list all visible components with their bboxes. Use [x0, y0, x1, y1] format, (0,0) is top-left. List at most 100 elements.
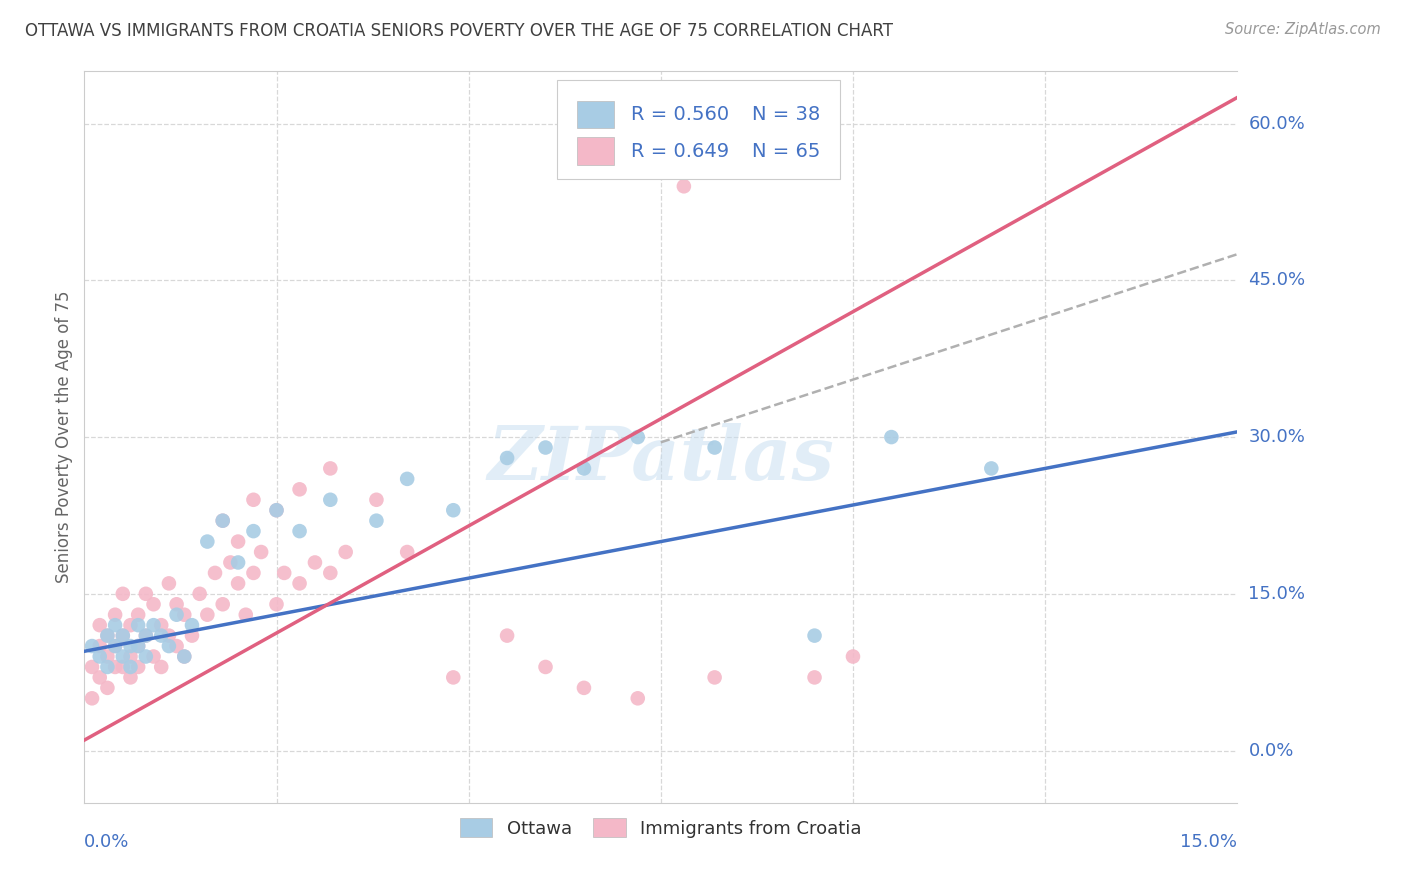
Point [242, 566, 264, 580]
Point [104, 639, 127, 653]
Text: 15.0%: 15.0% [1180, 833, 1237, 851]
Point [157, 639, 180, 653]
Text: Source: ZipAtlas.com: Source: ZipAtlas.com [1225, 22, 1381, 37]
Text: 60.0%: 60.0% [1249, 114, 1305, 133]
Point [572, 681, 595, 695]
Text: OTTAWA VS IMMIGRANTS FROM CROATIA SENIORS POVERTY OVER THE AGE OF 75 CORRELATION: OTTAWA VS IMMIGRANTS FROM CROATIA SENIOR… [25, 22, 893, 40]
Point [627, 691, 650, 706]
Point [80, 660, 103, 674]
Point [181, 629, 204, 643]
Point [266, 597, 288, 611]
Point [304, 556, 326, 570]
Point [235, 607, 257, 622]
Point [366, 492, 388, 507]
Text: 30.0%: 30.0% [1249, 428, 1305, 446]
Point [135, 649, 157, 664]
Point [211, 597, 233, 611]
Point [111, 629, 134, 643]
Point [120, 670, 142, 684]
Text: 0.0%: 0.0% [84, 833, 129, 851]
Point [173, 649, 195, 664]
Point [627, 430, 650, 444]
Point [142, 649, 165, 664]
FancyBboxPatch shape [576, 137, 613, 165]
Point [135, 587, 157, 601]
Text: R = 0.560: R = 0.560 [631, 105, 728, 124]
Point [288, 576, 311, 591]
Point [89, 639, 111, 653]
Point [266, 503, 288, 517]
Text: 15.0%: 15.0% [1249, 585, 1305, 603]
Point [242, 524, 264, 538]
Y-axis label: Seniors Poverty Over the Age of 75: Seniors Poverty Over the Age of 75 [55, 291, 73, 583]
Point [142, 618, 165, 632]
Point [496, 450, 519, 465]
Point [572, 461, 595, 475]
Point [150, 618, 173, 632]
Point [104, 618, 127, 632]
Point [173, 607, 195, 622]
Point [396, 472, 419, 486]
Point [111, 660, 134, 674]
Point [703, 441, 725, 455]
Point [842, 649, 865, 664]
Point [266, 503, 288, 517]
Point [273, 566, 295, 580]
Point [135, 629, 157, 643]
Point [181, 618, 204, 632]
Point [803, 629, 825, 643]
Point [120, 649, 142, 664]
Point [335, 545, 357, 559]
Point [534, 441, 557, 455]
Point [880, 430, 903, 444]
Text: N = 65: N = 65 [752, 142, 820, 161]
Point [288, 524, 311, 538]
Text: 0.0%: 0.0% [1249, 741, 1294, 760]
Point [135, 629, 157, 643]
Point [226, 534, 249, 549]
Point [120, 618, 142, 632]
Point [396, 545, 419, 559]
Point [120, 639, 142, 653]
Text: N = 38: N = 38 [752, 105, 820, 124]
Point [104, 660, 127, 674]
Point [204, 566, 226, 580]
Point [496, 629, 519, 643]
Point [157, 576, 180, 591]
Point [319, 492, 342, 507]
Point [96, 681, 118, 695]
Point [242, 492, 264, 507]
Point [150, 660, 173, 674]
Point [319, 461, 342, 475]
Point [104, 607, 127, 622]
Point [226, 576, 249, 591]
Point [142, 597, 165, 611]
Legend: Ottawa, Immigrants from Croatia: Ottawa, Immigrants from Croatia [453, 811, 869, 845]
Point [534, 660, 557, 674]
FancyBboxPatch shape [576, 101, 613, 128]
Point [211, 514, 233, 528]
Point [111, 587, 134, 601]
Point [219, 556, 242, 570]
Point [104, 639, 127, 653]
Point [120, 660, 142, 674]
Point [166, 607, 188, 622]
Point [211, 514, 233, 528]
Point [127, 639, 149, 653]
Point [803, 670, 825, 684]
Point [111, 649, 134, 664]
Point [188, 587, 211, 601]
Point [166, 639, 188, 653]
Point [96, 660, 118, 674]
Point [195, 607, 218, 622]
Point [195, 534, 218, 549]
Point [80, 691, 103, 706]
Point [127, 660, 149, 674]
Point [250, 545, 273, 559]
Point [89, 618, 111, 632]
Point [166, 597, 188, 611]
Point [96, 649, 118, 664]
Text: R = 0.649: R = 0.649 [631, 142, 728, 161]
Text: 45.0%: 45.0% [1249, 271, 1306, 289]
Point [96, 629, 118, 643]
